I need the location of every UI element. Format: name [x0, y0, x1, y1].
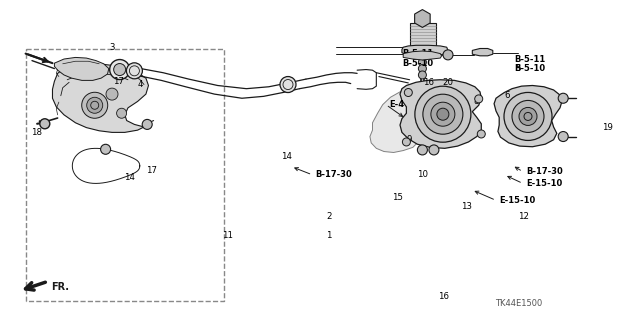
Text: 17: 17	[113, 77, 124, 86]
Text: 7: 7	[557, 134, 563, 143]
Circle shape	[127, 63, 143, 79]
Text: TK44E1500: TK44E1500	[495, 299, 542, 308]
Circle shape	[404, 88, 412, 97]
Circle shape	[87, 97, 102, 113]
Circle shape	[519, 108, 537, 125]
Circle shape	[429, 145, 439, 155]
Text: 17: 17	[146, 166, 157, 175]
Text: B-5-10: B-5-10	[403, 59, 433, 68]
Circle shape	[558, 131, 568, 142]
Circle shape	[419, 58, 426, 66]
Polygon shape	[472, 48, 493, 56]
Text: 6: 6	[505, 91, 510, 100]
Polygon shape	[400, 80, 481, 148]
Circle shape	[477, 130, 485, 138]
Circle shape	[106, 88, 118, 100]
Circle shape	[423, 94, 463, 134]
Text: E-4: E-4	[389, 100, 404, 109]
Text: 16: 16	[438, 292, 449, 301]
Text: 1: 1	[326, 231, 332, 240]
Polygon shape	[494, 85, 562, 147]
Circle shape	[443, 50, 453, 60]
Circle shape	[437, 108, 449, 120]
Text: 5: 5	[516, 64, 521, 73]
Polygon shape	[54, 57, 109, 80]
Text: B-17-30: B-17-30	[316, 170, 352, 179]
Text: 16: 16	[423, 78, 435, 87]
Text: E-15-10: E-15-10	[499, 196, 536, 205]
Text: E-15-10: E-15-10	[526, 179, 563, 188]
Bar	[410, 23, 436, 46]
Text: 19: 19	[602, 123, 612, 132]
Polygon shape	[403, 51, 442, 60]
Text: 13: 13	[461, 202, 472, 211]
Text: B-17-30: B-17-30	[526, 167, 563, 176]
Circle shape	[415, 86, 471, 142]
Circle shape	[504, 93, 552, 140]
Circle shape	[417, 145, 428, 155]
Polygon shape	[52, 64, 148, 132]
Text: 3: 3	[109, 43, 115, 52]
Text: FR.: FR.	[51, 282, 69, 292]
Circle shape	[109, 60, 130, 79]
Circle shape	[142, 119, 152, 130]
Circle shape	[82, 92, 108, 118]
Text: 2: 2	[326, 212, 332, 221]
Text: B-5-11: B-5-11	[515, 55, 545, 63]
Text: 11: 11	[221, 231, 233, 240]
Circle shape	[512, 100, 544, 132]
Circle shape	[419, 64, 426, 73]
Circle shape	[558, 93, 568, 103]
Circle shape	[280, 77, 296, 93]
Circle shape	[114, 63, 125, 76]
Text: 4: 4	[138, 80, 143, 89]
Bar	[26, 49, 224, 301]
Circle shape	[415, 11, 429, 26]
Polygon shape	[370, 89, 429, 152]
Circle shape	[403, 138, 410, 146]
Text: 15: 15	[392, 193, 403, 202]
Circle shape	[475, 95, 483, 103]
Text: B-5-10: B-5-10	[515, 64, 545, 73]
Polygon shape	[402, 45, 448, 56]
Text: 18: 18	[31, 128, 42, 137]
Circle shape	[100, 144, 111, 154]
Polygon shape	[415, 10, 430, 27]
Text: 12: 12	[518, 212, 529, 221]
Circle shape	[419, 71, 426, 79]
Text: 10: 10	[417, 170, 428, 179]
Text: 9: 9	[406, 135, 412, 144]
Text: 14: 14	[281, 152, 292, 161]
Text: B-5-11: B-5-11	[403, 49, 433, 58]
Circle shape	[40, 119, 50, 129]
Text: 8: 8	[474, 97, 479, 106]
Circle shape	[431, 102, 455, 126]
Text: 14: 14	[124, 173, 136, 182]
Text: 20: 20	[442, 78, 454, 87]
Circle shape	[116, 108, 127, 118]
